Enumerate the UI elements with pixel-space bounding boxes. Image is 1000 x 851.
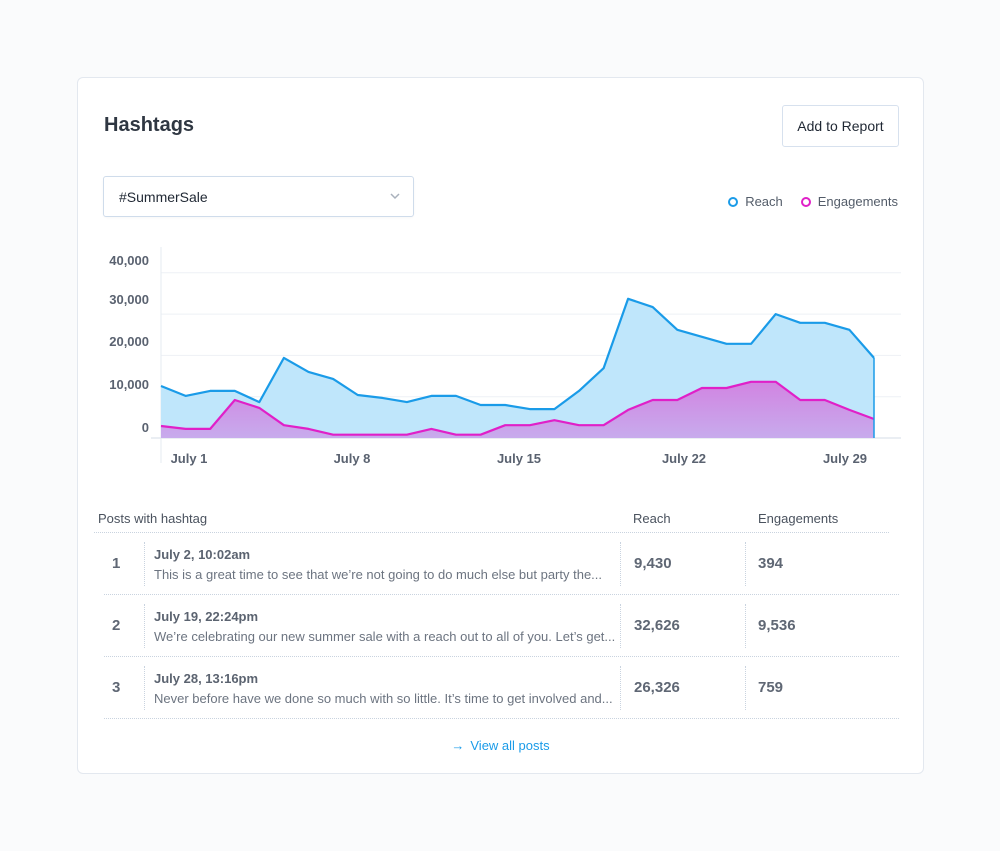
post-text: We’re celebrating our new summer sale wi… — [154, 629, 616, 644]
column-divider — [144, 666, 145, 710]
post-engagements: 9,536 — [758, 617, 796, 634]
x-tick-label: July 22 — [662, 451, 706, 466]
post-reach: 26,326 — [634, 679, 680, 696]
post-date: July 2, 10:02am — [154, 547, 251, 562]
column-divider — [144, 604, 145, 648]
post-date: July 28, 13:16pm — [154, 671, 259, 686]
x-tick-label: July 15 — [497, 451, 541, 466]
hashtag-select[interactable]: #SummerSale — [103, 176, 414, 217]
row-index: 1 — [112, 555, 121, 572]
engagements-dot-icon — [800, 196, 811, 207]
table-row[interactable]: 3 July 28, 13:16pm Never before have we … — [104, 657, 899, 719]
engagements-area — [161, 381, 874, 438]
table-row[interactable]: 1 July 2, 10:02am This is a great time t… — [104, 533, 899, 595]
post-text: This is a great time to see that we’re n… — [154, 567, 603, 582]
add-to-report-button[interactable]: Add to Report — [782, 105, 899, 147]
x-tick-label: July 8 — [334, 451, 371, 466]
legend-item-engagements[interactable]: Engagements — [800, 194, 898, 209]
x-tick-label: July 1 — [171, 451, 208, 466]
posts-table: Posts with hashtag Reach Engagements 1 J… — [94, 508, 899, 719]
column-divider — [620, 666, 621, 710]
column-divider — [620, 604, 621, 648]
reach-dot-icon — [728, 196, 739, 207]
post-engagements: 759 — [758, 679, 784, 696]
header-posts: Posts with hashtag — [98, 511, 208, 526]
y-tick-label: 20,000 — [109, 334, 149, 349]
legend-item-reach[interactable]: Reach — [728, 194, 783, 209]
view-all-label: View all posts — [470, 738, 550, 753]
view-all-posts-link[interactable]: → View all posts — [78, 738, 923, 753]
legend-label: Engagements — [817, 194, 898, 209]
header-reach: Reach — [633, 511, 671, 526]
hashtag-area-chart: 40,000 30,000 20,000 10,000 0 July 1 July 8 Jul… — [109, 247, 901, 466]
hashtag-select-value: #SummerSale — [119, 188, 208, 205]
post-reach: 9,430 — [634, 555, 672, 572]
post-text: Never before have we done so much with s… — [154, 691, 613, 706]
column-divider — [745, 542, 746, 586]
y-tick-label: 30,000 — [109, 292, 149, 307]
y-tick-label: 10,000 — [109, 377, 149, 392]
legend-label: Reach — [745, 194, 783, 209]
page-title: Hashtags — [104, 114, 195, 136]
table-header: Posts with hashtag Reach Engagements — [94, 508, 889, 533]
arrow-right-icon: → — [451, 738, 465, 753]
post-reach: 32,626 — [634, 617, 680, 634]
y-tick-label: 40,000 — [109, 253, 149, 268]
x-tick-label: July 29 — [823, 451, 867, 466]
chevron-down-icon — [390, 193, 400, 200]
column-divider — [144, 542, 145, 586]
row-index: 3 — [112, 679, 121, 696]
y-tick-label: 0 — [142, 420, 149, 435]
header-engagements: Engagements — [758, 511, 839, 526]
table-row[interactable]: 2 July 19, 22:24pm We’re celebrating our… — [104, 595, 899, 657]
post-date: July 19, 22:24pm — [154, 609, 259, 624]
hashtags-card: Hashtags Add to Report #SummerSale Reach… — [77, 77, 924, 774]
engagements-line — [160, 380, 875, 436]
column-divider — [745, 666, 746, 710]
reach-line — [160, 297, 875, 411]
chart-legend: Reach Engagements — [728, 194, 898, 209]
row-index: 2 — [112, 617, 121, 634]
post-engagements: 394 — [758, 555, 784, 572]
column-divider — [745, 604, 746, 648]
column-divider — [620, 542, 621, 586]
